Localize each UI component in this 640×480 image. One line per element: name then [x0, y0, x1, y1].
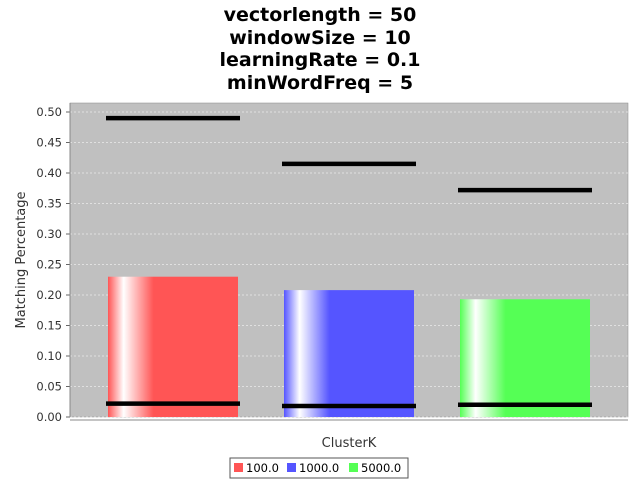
y-tick-label: 0.00 [36, 410, 62, 424]
bar-100.0 [108, 276, 238, 417]
y-tick-label: 0.30 [36, 227, 62, 241]
y-tick-label: 0.50 [36, 105, 62, 119]
legend-swatch-1000.0 [287, 463, 296, 472]
y-tick-label: 0.40 [36, 166, 62, 180]
y-tick-label: 0.05 [36, 380, 62, 394]
y-tick-label: 0.45 [36, 136, 62, 150]
y-tick-label: 0.15 [36, 319, 62, 333]
title-line-2: windowSize = 10 [229, 27, 411, 49]
y-tick-label: 0.20 [36, 288, 62, 302]
legend-label-100.0: 100.0 [246, 461, 279, 475]
title-line-1: vectorlength = 50 [224, 4, 417, 26]
range-markers [106, 115, 592, 409]
legend-label-5000.0: 5000.0 [361, 461, 401, 475]
bar-5000.0 [460, 299, 590, 417]
legend-swatch-100.0 [234, 463, 243, 472]
x-axis-label: ClusterK [322, 436, 377, 451]
title-line-3: learningRate = 0.1 [220, 49, 421, 71]
title-line-4: minWordFreq = 5 [227, 72, 413, 94]
y-tick-label: 0.35 [36, 197, 62, 211]
bars [108, 276, 590, 417]
legend: 100.0 1000.0 5000.0 [229, 457, 409, 479]
legend-swatch-5000.0 [349, 463, 358, 472]
y-tick-label: 0.25 [36, 258, 62, 272]
legend-box [229, 457, 409, 479]
y-axis: 0.00 0.05 0.10 0.15 0.20 0.25 0.30 0.35 0.40 0.45… [36, 103, 71, 424]
bar-1000.0 [284, 290, 414, 417]
chart-title: vectorlength = 50 windowSize = 10 learni… [220, 4, 421, 94]
y-tick-label: 0.10 [36, 349, 62, 363]
y-axis-label: Matching Percentage [14, 191, 29, 328]
legend-label-1000.0: 1000.0 [299, 461, 339, 475]
